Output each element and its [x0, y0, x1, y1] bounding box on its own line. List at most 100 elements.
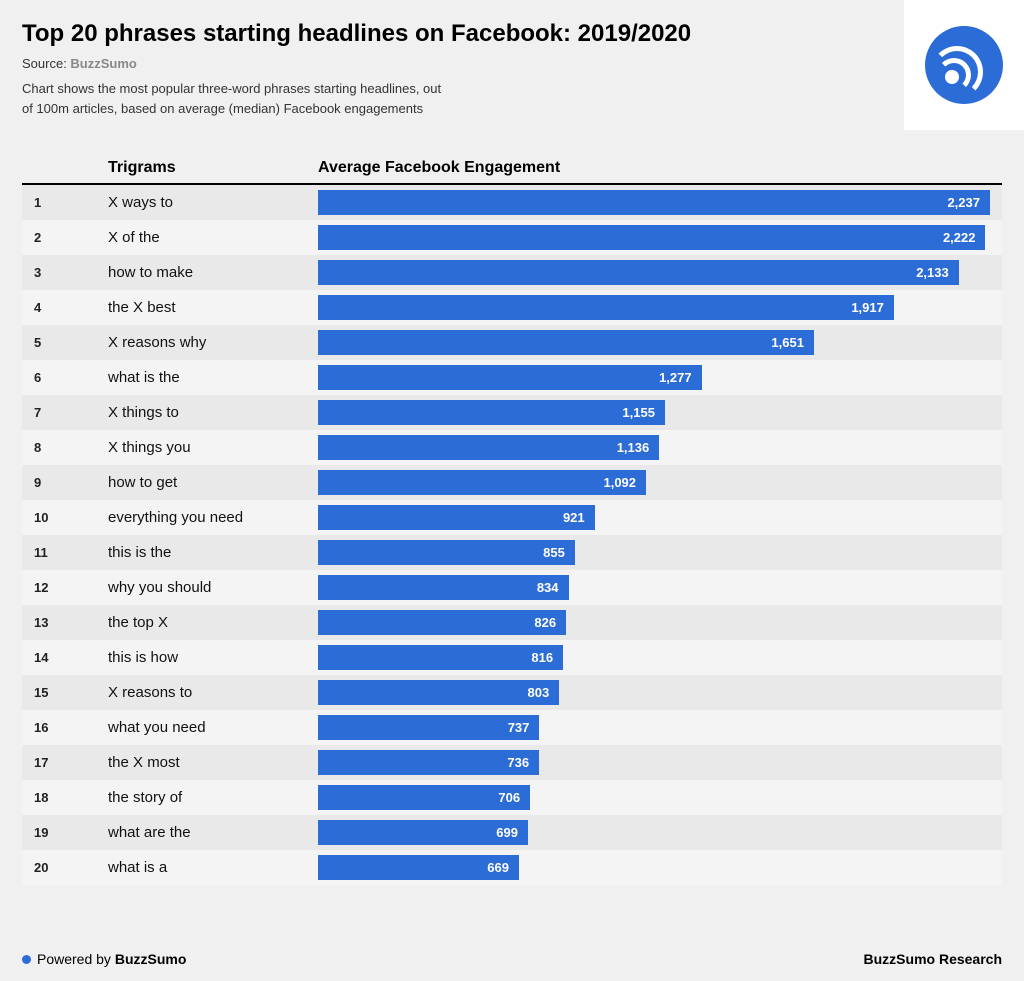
row-rank: 5: [22, 335, 108, 350]
row-rank: 18: [22, 790, 108, 805]
row-value-label: 736: [507, 755, 529, 770]
row-bar-cell: 1,092: [318, 465, 1002, 500]
row-trigram: everything you need: [108, 509, 318, 526]
row-trigram: what is the: [108, 369, 318, 386]
bar-chart: Trigrams Average Facebook Engagement 1X …: [22, 159, 1002, 885]
column-header-rank: [22, 159, 108, 177]
table-row: 17the X most 736: [22, 745, 1002, 780]
row-value-label: 1,651: [771, 335, 804, 350]
row-value-label: 834: [537, 580, 559, 595]
table-row: 13the top X 826: [22, 605, 1002, 640]
table-row: 12why you should 834: [22, 570, 1002, 605]
source-prefix: Source:: [22, 56, 70, 71]
table-row: 8X things you1,136: [22, 430, 1002, 465]
footer-powered-brand: BuzzSumo: [115, 951, 187, 967]
row-bar-cell: 1,277: [318, 360, 1002, 395]
row-bar: 921: [318, 505, 595, 530]
row-trigram: why you should: [108, 579, 318, 596]
row-rank: 15: [22, 685, 108, 700]
row-trigram: what you need: [108, 719, 318, 736]
row-rank: 12: [22, 580, 108, 595]
row-value-label: 2,237: [947, 195, 980, 210]
footer-right: BuzzSumo Research: [864, 951, 1002, 967]
row-value-label: 1,155: [622, 405, 655, 420]
row-trigram: this is the: [108, 544, 318, 561]
row-bar: 816: [318, 645, 563, 670]
row-bar: 1,651: [318, 330, 814, 355]
row-trigram: the X best: [108, 299, 318, 316]
row-bar-cell: 737: [318, 710, 1002, 745]
row-rank: 1: [22, 195, 108, 210]
logo-box: [904, 0, 1024, 130]
row-bar: 2,133: [318, 260, 959, 285]
table-row: 4the X best 1,917: [22, 290, 1002, 325]
row-bar-cell: 803: [318, 675, 1002, 710]
row-trigram: X things to: [108, 404, 318, 421]
table-row: 7X things to 1,155: [22, 395, 1002, 430]
table-row: 11this is the 855: [22, 535, 1002, 570]
row-value-label: 737: [508, 720, 530, 735]
row-trigram: this is how: [108, 649, 318, 666]
row-bar: 1,155: [318, 400, 665, 425]
row-trigram: the story of: [108, 789, 318, 806]
row-bar: 1,917: [318, 295, 894, 320]
row-rank: 9: [22, 475, 108, 490]
row-rank: 11: [22, 545, 108, 560]
row-bar-cell: 699: [318, 815, 1002, 850]
row-value-label: 921: [563, 510, 585, 525]
row-bar-cell: 816: [318, 640, 1002, 675]
source-line: Source: BuzzSumo: [22, 56, 1002, 71]
table-row: 5X reasons why 1,651: [22, 325, 1002, 360]
row-rank: 13: [22, 615, 108, 630]
row-rank: 19: [22, 825, 108, 840]
row-trigram: X things you: [108, 439, 318, 456]
row-bar-cell: 736: [318, 745, 1002, 780]
row-bar: 1,092: [318, 470, 646, 495]
row-value-label: 2,222: [943, 230, 976, 245]
row-value-label: 816: [531, 650, 553, 665]
row-bar-cell: 1,155: [318, 395, 1002, 430]
row-bar: 706: [318, 785, 530, 810]
row-bar-cell: 834: [318, 570, 1002, 605]
row-rank: 4: [22, 300, 108, 315]
row-value-label: 855: [543, 545, 565, 560]
row-bar-cell: 669: [318, 850, 1002, 885]
row-bar-cell: 826: [318, 605, 1002, 640]
row-trigram: what is a: [108, 859, 318, 876]
row-rank: 2: [22, 230, 108, 245]
row-value-label: 826: [534, 615, 556, 630]
row-rank: 10: [22, 510, 108, 525]
chart-description: Chart shows the most popular three-word …: [22, 79, 542, 119]
table-row: 14this is how816: [22, 640, 1002, 675]
row-trigram: the X most: [108, 754, 318, 771]
row-bar: 855: [318, 540, 575, 565]
table-row: 16what you need737: [22, 710, 1002, 745]
row-value-label: 699: [496, 825, 518, 840]
row-bar: 803: [318, 680, 559, 705]
table-row: 18the story of706: [22, 780, 1002, 815]
row-rank: 8: [22, 440, 108, 455]
row-bar: 2,222: [318, 225, 985, 250]
chart-rows: 1X ways to2,2372X of the2,2223how to mak…: [22, 185, 1002, 885]
column-header-trigram: Trigrams: [108, 159, 318, 177]
row-value-label: 2,133: [916, 265, 949, 280]
row-trigram: X ways to: [108, 194, 318, 211]
row-bar-cell: 2,237: [318, 185, 1002, 220]
row-trigram: X of the: [108, 229, 318, 246]
table-row: 2X of the 2,222: [22, 220, 1002, 255]
description-line-2: of 100m articles, based on average (medi…: [22, 101, 423, 116]
row-value-label: 1,917: [851, 300, 884, 315]
description-line-1: Chart shows the most popular three-word …: [22, 81, 441, 96]
row-trigram: the top X: [108, 614, 318, 631]
column-header-engagement: Average Facebook Engagement: [318, 159, 1002, 177]
row-bar: 1,277: [318, 365, 702, 390]
row-rank: 17: [22, 755, 108, 770]
broadcast-icon: [925, 26, 1003, 104]
table-row: 1X ways to 2,237: [22, 185, 1002, 220]
header: Top 20 phrases starting headlines on Fac…: [22, 20, 1002, 119]
row-trigram: X reasons why: [108, 334, 318, 351]
row-trigram: what are the: [108, 824, 318, 841]
footer-powered-prefix: Powered by: [37, 951, 115, 967]
row-rank: 7: [22, 405, 108, 420]
row-bar-cell: 921: [318, 500, 1002, 535]
